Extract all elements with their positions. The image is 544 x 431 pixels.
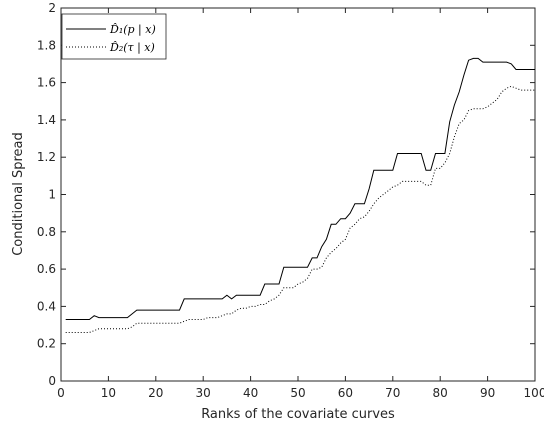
- x-tick-label: 60: [338, 386, 353, 400]
- series-line-2: [65, 85, 535, 333]
- y-tick-label: 0.4: [37, 299, 56, 313]
- y-tick-label: 2: [48, 1, 56, 15]
- x-tick-label: 70: [385, 386, 400, 400]
- y-tick-label: 0.6: [37, 262, 56, 276]
- y-axis-title: Conditional Spread: [11, 132, 26, 256]
- x-tick-label: 0: [57, 386, 65, 400]
- y-tick-label: 1: [48, 188, 56, 202]
- y-tick-label: 0.2: [37, 337, 56, 351]
- x-tick-label: 40: [243, 386, 258, 400]
- x-tick-label: 100: [524, 386, 544, 400]
- x-tick-label: 20: [148, 386, 163, 400]
- series-line-1: [65, 57, 535, 320]
- x-tick-label: 10: [101, 386, 116, 400]
- axis-ticks: 0 10 20 30 40 50 60 70 80 90 100 0 0.2 0.4 0.6 0.8 1 1.2 1…: [37, 1, 544, 400]
- x-tick-label: 80: [433, 386, 448, 400]
- x-tick-label: 50: [290, 386, 305, 400]
- y-tick-label: 1.2: [37, 150, 56, 164]
- x-tick-label: 90: [480, 386, 495, 400]
- y-tick-label: 1.8: [37, 38, 56, 52]
- y-tick-label: 0: [48, 374, 56, 388]
- y-tick-label: 0.8: [37, 225, 56, 239]
- legend-label-d2: D̂₂(τ | x): [109, 41, 155, 55]
- series-layer: [65, 57, 535, 333]
- legend-label-d1: D̂₁(p | x): [109, 23, 156, 37]
- legend-box: [61, 13, 167, 60]
- plot-area: [60, 7, 536, 382]
- x-axis-title: Ranks of the covariate curves: [201, 407, 395, 422]
- y-tick-label: 1.6: [37, 76, 56, 90]
- x-tick-label: 30: [196, 386, 211, 400]
- y-tick-label: 1.4: [37, 113, 56, 127]
- legend: D̂₁(p | x) D̂₂(τ | x): [61, 13, 167, 60]
